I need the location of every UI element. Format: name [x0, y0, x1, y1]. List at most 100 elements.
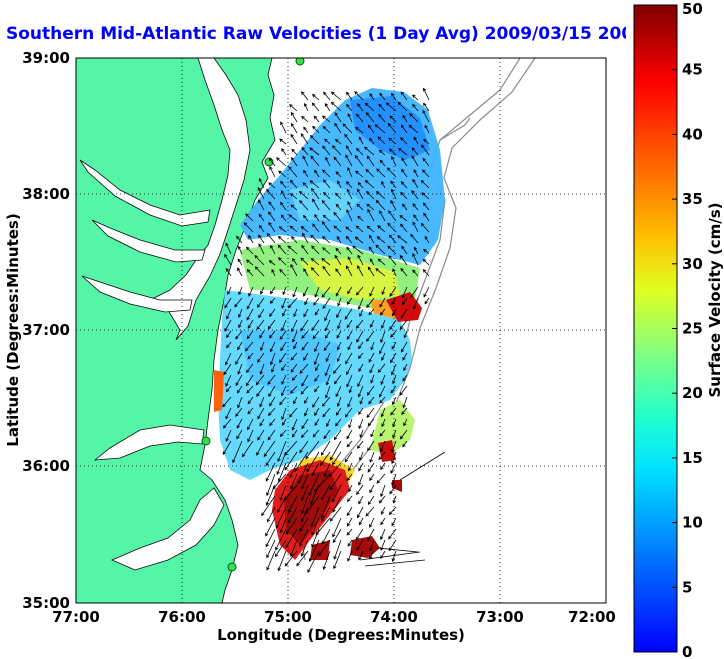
arrow-icon	[308, 539, 320, 562]
arrow-icon	[332, 363, 342, 374]
arrow-icon	[303, 102, 309, 112]
arrow-icon	[391, 92, 397, 101]
arrow-icon	[303, 126, 309, 134]
arrow-icon	[366, 407, 375, 419]
arrow-icon	[303, 352, 309, 361]
arrow-icon	[276, 451, 287, 475]
arrow-icon	[410, 233, 419, 244]
arrow-icon	[256, 297, 265, 308]
arrow-icon	[279, 268, 287, 277]
arrow-icon	[311, 187, 320, 200]
arrow-icon	[237, 267, 243, 277]
arrow-icon	[346, 374, 353, 388]
arrow-icon	[400, 308, 408, 319]
arrow-icon	[224, 297, 232, 309]
arrow-icon	[369, 258, 375, 266]
arrow-icon	[332, 495, 342, 513]
arrow-icon	[378, 495, 386, 504]
arrow-icon	[301, 330, 309, 339]
arrow-icon	[335, 407, 342, 416]
pamlico-sound	[110, 487, 225, 571]
arrow-icon	[348, 385, 353, 394]
arrow-icon	[292, 257, 298, 266]
arrow-icon	[367, 440, 375, 452]
arrow-icon	[380, 407, 386, 418]
arrow-icon	[375, 199, 386, 211]
arrow-icon	[268, 157, 276, 167]
y-axis-label: Latitude (Degrees:Minutes)	[4, 213, 22, 446]
arrow-icon	[291, 319, 298, 333]
albemarle-sound	[93, 424, 205, 461]
arrow-icon	[403, 418, 408, 427]
arrow-icon	[267, 374, 276, 385]
arrow-icon	[301, 244, 309, 255]
arrow-icon	[376, 473, 386, 484]
arrow-icon	[358, 495, 364, 505]
arrow-icon	[225, 385, 232, 393]
arrow-icon	[402, 374, 408, 382]
arrow-icon	[410, 286, 419, 298]
arrow-icon	[312, 396, 320, 408]
arrow-icon	[291, 418, 298, 431]
arrow-icon	[355, 147, 364, 156]
arrow-icon	[236, 429, 243, 440]
arrow-icon	[367, 124, 375, 134]
lat-tick-label: 38:00	[22, 185, 70, 203]
arrow-icon	[321, 247, 331, 255]
arrow-icon	[369, 93, 375, 101]
arrow-icon	[399, 254, 408, 266]
arrow-icon	[275, 506, 287, 529]
arrow-icon	[386, 167, 397, 178]
arrow-icon	[321, 484, 331, 501]
arrow-icon	[348, 418, 353, 429]
arrow-icon	[223, 363, 232, 376]
lat-tick-label: 35:00	[22, 594, 70, 612]
arrow-icon	[225, 407, 232, 420]
arrow-icon	[422, 269, 430, 277]
arrow-icon	[337, 180, 342, 189]
arrow-icon	[318, 539, 331, 557]
arrow-icon	[347, 550, 353, 562]
arrow-icon	[359, 551, 421, 561]
arrow-icon	[287, 297, 298, 309]
x-axis-label: Longitude (Degrees:Minutes)	[217, 626, 465, 644]
arrow-icon	[321, 115, 331, 123]
arrow-icon	[401, 168, 408, 178]
arrow-icon	[281, 319, 287, 332]
arrow-icon	[291, 235, 298, 244]
arrow-icon	[310, 484, 320, 506]
arrow-icon	[245, 259, 254, 266]
arrow-icon	[412, 203, 419, 211]
arrow-icon	[302, 232, 309, 244]
arrow-icon	[268, 385, 276, 398]
arrow-icon	[412, 269, 419, 277]
arrow-icon	[222, 440, 232, 455]
arrow-icon	[380, 517, 386, 526]
arrow-icon	[237, 308, 243, 319]
arrow-icon	[293, 341, 298, 350]
arrow-icon	[368, 396, 375, 405]
arrow-icon	[310, 258, 320, 266]
arrow-icon	[355, 319, 364, 329]
arrow-icon	[380, 374, 386, 386]
arrow-icon	[399, 319, 408, 330]
arrow-icon	[388, 137, 397, 145]
arrow-icon	[380, 528, 386, 541]
arrow-icon	[344, 308, 353, 320]
arrow-icon	[422, 109, 430, 123]
arrow-icon	[380, 506, 386, 515]
arrow-icon	[299, 528, 309, 547]
longitude-tick-labels: 77:00 76:00 75:00 74:00 73:00 72:00	[52, 608, 616, 626]
arrow-icon	[324, 138, 331, 145]
arrow-icon	[278, 226, 287, 233]
arrow-icon	[265, 528, 276, 548]
arrow-icon	[314, 418, 320, 426]
arrow-icon	[324, 330, 331, 339]
lon-tick-label: 75:00	[264, 608, 312, 626]
arrow-icon	[247, 429, 254, 443]
arrow-icon	[391, 155, 397, 167]
arrow-icon	[391, 451, 397, 465]
lon-tick-label: 73:00	[476, 608, 524, 626]
arrow-icon	[369, 363, 375, 374]
arrow-icon	[347, 462, 353, 472]
